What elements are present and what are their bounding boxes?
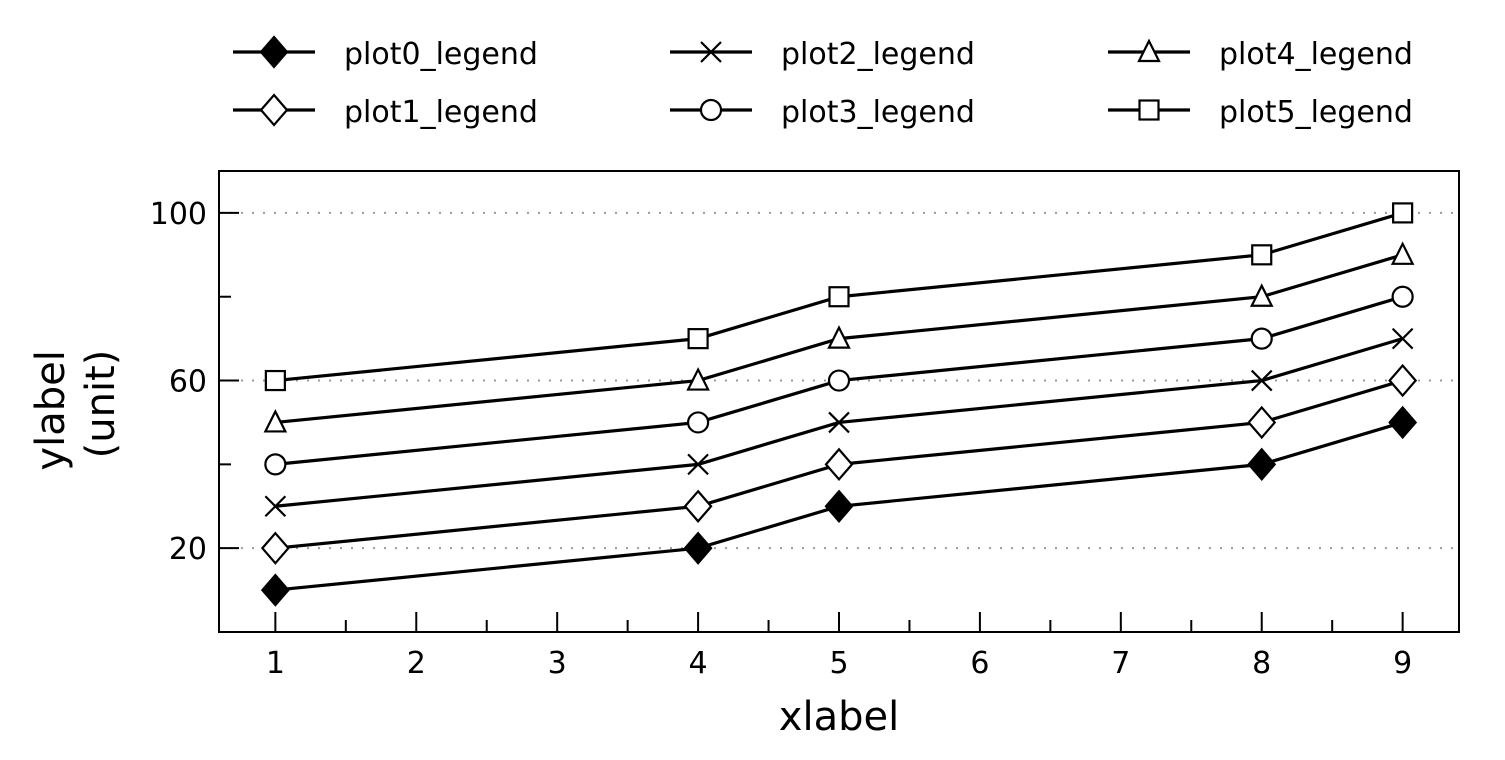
data-point — [686, 411, 710, 434]
legend-entry: plot5_legend — [1108, 95, 1413, 130]
legend-entry: plot2_legend — [670, 37, 975, 72]
legend-label: plot5_legend — [1219, 95, 1413, 130]
data-point — [827, 369, 851, 392]
data-point — [260, 531, 290, 565]
legend-label: plot3_legend — [781, 95, 975, 130]
data-point — [1251, 244, 1273, 266]
legend-marker — [699, 98, 723, 122]
x-tick-label: 5 — [829, 646, 848, 681]
y-tick-label: 20 — [169, 532, 207, 567]
legend-entry: plot1_legend — [233, 93, 538, 130]
series-layer — [260, 202, 1418, 607]
x-tick-label: 7 — [1111, 646, 1130, 681]
legend-marker — [259, 35, 289, 69]
data-point — [687, 453, 709, 476]
data-point — [828, 411, 850, 434]
x-tick-label: 1 — [266, 646, 285, 681]
legend-entry: plot4_legend — [1108, 37, 1413, 72]
data-point — [263, 408, 288, 433]
legend: plot0_legendplot1_legendplot2_legendplot… — [233, 35, 1413, 130]
x-tick-label: 2 — [407, 646, 426, 681]
data-point — [683, 531, 713, 565]
data-point — [264, 369, 286, 392]
y-axis-label-line-1: ylabel — [28, 350, 74, 470]
x-tick-label: 4 — [689, 646, 708, 681]
y-axis-label-line-2: (unit) — [78, 350, 124, 459]
series-1 — [260, 363, 1418, 565]
axis-ticks: 1 2 3 4 5 6 7 8 9 20 60 100 — [150, 197, 1412, 681]
y-tick-label: 100 — [150, 197, 207, 232]
data-point — [260, 573, 290, 607]
data-point — [1391, 327, 1414, 350]
data-point — [1391, 285, 1414, 308]
data-point — [683, 489, 713, 523]
legend-marker — [259, 93, 289, 127]
legend-label: plot1_legend — [344, 95, 538, 130]
y-axis-label: ylabel (unit) — [28, 337, 124, 470]
x-tick-label: 6 — [970, 646, 989, 681]
y-tick-label: 60 — [169, 365, 207, 400]
data-point — [264, 495, 287, 518]
data-point — [1390, 241, 1415, 265]
data-point — [264, 453, 287, 476]
data-point — [1249, 283, 1274, 307]
data-point — [1388, 363, 1418, 398]
data-point — [1250, 369, 1273, 392]
series-3 — [264, 285, 1414, 476]
series-4 — [263, 241, 1415, 433]
data-point — [1247, 447, 1277, 482]
series-0 — [260, 405, 1418, 607]
legend-label: plot0_legend — [344, 37, 538, 72]
legend-marker — [1137, 38, 1161, 63]
plot-area-frame — [218, 170, 1460, 633]
data-point — [824, 489, 854, 523]
data-point — [824, 447, 854, 482]
legend-marker — [1138, 99, 1160, 121]
data-point — [1247, 405, 1277, 440]
legend-label: plot2_legend — [781, 37, 975, 72]
x-tick-label: 3 — [548, 646, 567, 681]
data-point — [687, 328, 709, 350]
series-2 — [264, 327, 1414, 518]
data-point — [828, 286, 850, 308]
legend-entry: plot3_legend — [670, 95, 975, 130]
x-tick-label: 9 — [1393, 646, 1412, 681]
data-point — [1250, 327, 1273, 350]
legend-marker — [700, 41, 722, 63]
data-point — [686, 367, 710, 391]
x-axis-label: xlabel — [779, 694, 899, 740]
x-tick-label: 8 — [1252, 646, 1271, 681]
legend-entry: plot0_legend — [233, 35, 538, 72]
data-point — [1392, 202, 1414, 224]
legend-label: plot4_legend — [1219, 37, 1413, 72]
data-point — [827, 325, 851, 349]
data-point — [1388, 405, 1418, 440]
series-5 — [264, 202, 1414, 392]
